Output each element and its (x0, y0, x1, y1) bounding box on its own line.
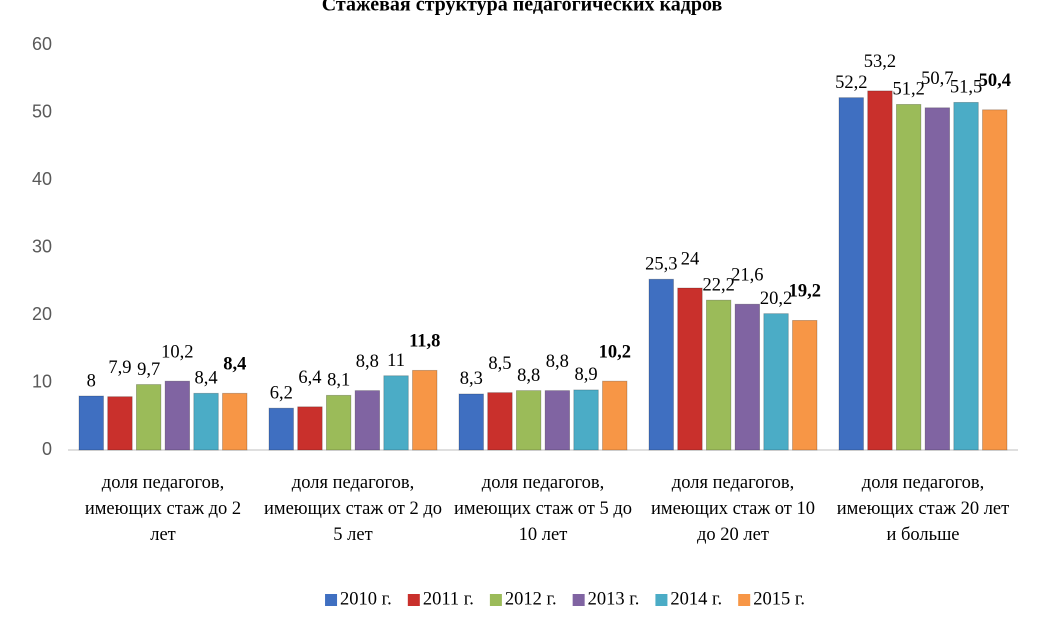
bar (164, 380, 191, 451)
data-label: 8,4 (194, 369, 217, 389)
y-tick-label: 10 (32, 371, 52, 391)
legend-label: 2015 г. (753, 589, 805, 609)
x-tick-label: доля педагогов, имеющих стаж 20 лет и бо… (836, 473, 1010, 545)
data-label: 20,2 (760, 289, 792, 309)
bar (222, 392, 248, 451)
chart-title: Стажевая структура педагогических кадров (322, 0, 723, 16)
data-label: 8,5 (488, 354, 511, 374)
bar (763, 313, 789, 451)
data-label: 22,2 (702, 275, 734, 295)
bar (953, 101, 979, 451)
legend-swatch (325, 594, 338, 606)
bar (487, 392, 513, 451)
bar (792, 319, 818, 451)
data-label: 8,3 (460, 369, 483, 389)
x-tick-label: доля педагогов, имеющих стаж от 2 до 5 л… (263, 473, 443, 545)
legend-label: 2012 г. (505, 589, 557, 609)
bar (838, 97, 864, 451)
data-label: 52,2 (835, 73, 867, 93)
legend-label: 2013 г. (588, 589, 640, 609)
legend-label: 2011 г. (423, 589, 474, 609)
y-tick-label: 60 (32, 34, 52, 54)
bar (734, 303, 760, 451)
legend-swatch (738, 594, 751, 606)
data-label: 21,6 (731, 265, 763, 285)
bar (325, 394, 352, 451)
data-label: 6,2 (270, 383, 293, 403)
data-label: 9,7 (137, 360, 160, 380)
legend-swatch (572, 594, 585, 606)
bar (107, 396, 133, 451)
x-tick-label: доля педагогов, имеющих стаж до 2 лет (84, 473, 242, 545)
legend-label: 2014 г. (670, 589, 722, 609)
data-label: 53,2 (864, 52, 896, 72)
bar (268, 407, 294, 451)
bar (458, 393, 484, 451)
data-label: 10,2 (599, 342, 631, 362)
bar (193, 392, 219, 451)
y-tick-label: 40 (32, 169, 52, 189)
data-label: 51,5 (950, 78, 982, 98)
bar (602, 380, 628, 451)
bar (135, 384, 162, 451)
data-label: 8,1 (327, 371, 350, 391)
data-label: 50,7 (921, 69, 953, 89)
y-tick-label: 20 (32, 304, 52, 324)
data-label: 24 (681, 249, 700, 269)
bar (867, 90, 893, 451)
data-label: 8 (87, 371, 96, 391)
data-label: 11 (387, 351, 405, 371)
data-label: 19,2 (789, 282, 821, 302)
y-tick-label: 0 (42, 439, 52, 459)
data-label: 8,9 (574, 365, 597, 385)
bar (896, 104, 922, 451)
data-label: 8,8 (517, 366, 540, 386)
data-label: 8,4 (223, 355, 246, 375)
bar (982, 109, 1008, 451)
y-tick-label: 50 (32, 101, 52, 121)
data-label: 51,2 (892, 80, 924, 100)
legend-swatch (407, 594, 420, 606)
bar (516, 390, 542, 451)
bar (573, 389, 599, 451)
data-label: 10,2 (161, 342, 193, 362)
data-label: 25,3 (645, 254, 677, 274)
legend-label: 2010 г. (340, 589, 392, 609)
bar (648, 278, 674, 451)
legend-swatch (655, 594, 668, 606)
data-label: 8,8 (546, 352, 569, 372)
bar (544, 390, 570, 451)
x-tick-label: доля педагогов, имеющих стаж от 10 до 20… (650, 473, 816, 545)
data-label: 6,4 (298, 368, 321, 388)
y-tick-label: 30 (32, 236, 52, 256)
bar (924, 107, 950, 451)
bar (412, 369, 438, 451)
bar (706, 299, 732, 451)
data-label: 8,8 (356, 352, 379, 372)
x-tick-label: доля педагогов, имеющих стаж от 5 до 10 … (453, 473, 633, 545)
bar (354, 390, 381, 451)
legend-swatch (489, 594, 502, 606)
data-label: 7,9 (108, 358, 131, 378)
data-label: 11,8 (409, 332, 440, 352)
bar (297, 406, 323, 451)
data-label: 50,4 (979, 71, 1011, 91)
bar (383, 375, 409, 451)
bar (78, 395, 104, 451)
bar (677, 287, 703, 451)
